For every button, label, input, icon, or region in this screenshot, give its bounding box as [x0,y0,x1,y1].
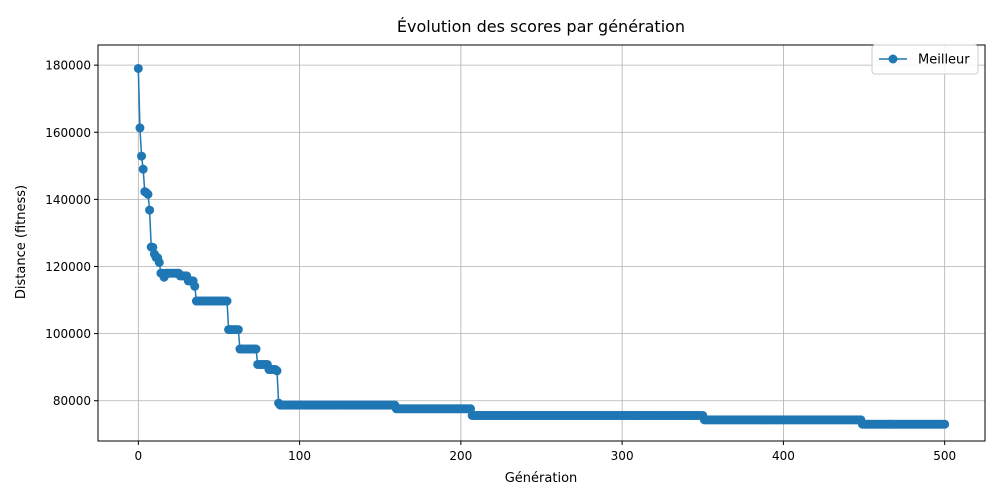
data-point [133,63,143,73]
data-point [222,296,232,306]
data-point [940,419,950,429]
data-point [148,242,158,252]
x-axis-ticks: 0 100 200 300 400 500 [134,441,956,463]
x-tick-label: 100 [288,449,311,463]
y-axis-ticks: 80000 100000 120000 140000 160000 180000 [45,59,98,408]
chart-title: Évolution des scores par génération [397,17,685,36]
data-point [143,189,153,199]
data-point [138,164,148,174]
data-point [233,325,243,335]
series-meilleur [133,63,950,429]
y-tick-label: 180000 [45,59,91,73]
x-tick-label: 0 [134,449,142,463]
plot-frame [97,44,986,442]
data-point [466,404,476,414]
data-point [272,366,282,376]
y-tick-label: 80000 [53,394,91,408]
y-tick-label: 100000 [45,327,91,341]
y-axis-label: Distance (fitness) [14,185,29,299]
data-point [190,281,200,291]
legend: Meilleur [871,44,979,75]
grid [98,45,985,441]
series-line-meilleur [137,68,945,425]
legend-box [871,44,979,75]
legend-dot-marker [888,54,898,64]
data-point [145,205,155,215]
y-tick-label: 140000 [45,193,91,207]
data-point [135,123,145,133]
x-tick-label: 300 [611,449,634,463]
y-tick-label: 120000 [45,260,91,274]
x-axis-label: Génération [505,471,578,486]
x-tick-label: 200 [449,449,472,463]
legend-label-meilleur: Meilleur [918,53,970,68]
y-tick-label: 160000 [45,126,91,140]
data-point [137,151,147,161]
data-point [154,257,164,267]
x-tick-label: 400 [772,449,795,463]
data-point [251,344,261,354]
x-tick-label: 500 [933,449,956,463]
